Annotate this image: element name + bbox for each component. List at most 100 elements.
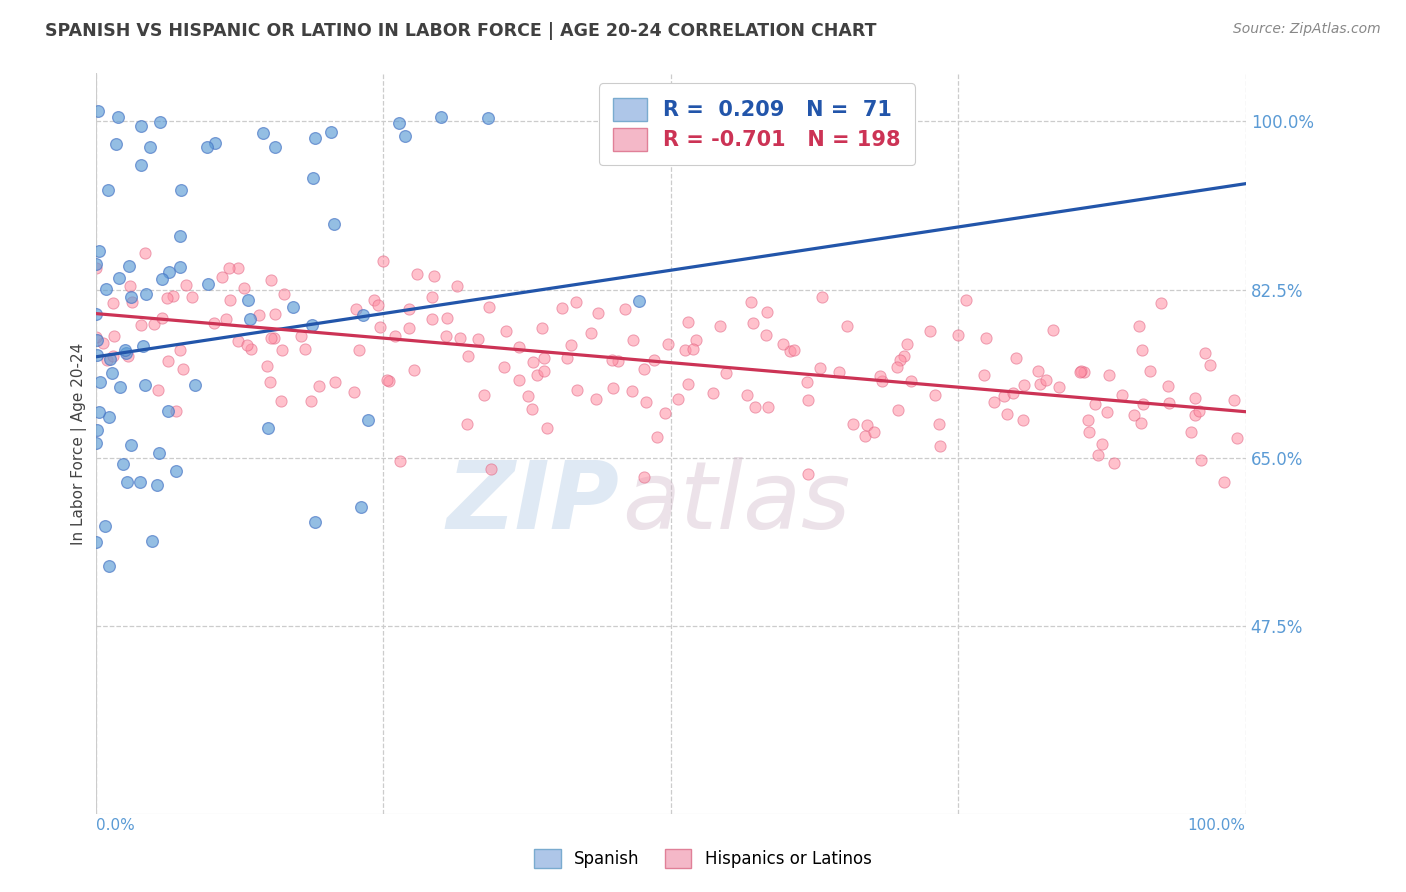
Point	[1139, 364, 1161, 378]
Point	[862, 425, 884, 439]
Text: Source: ZipAtlas.com: Source: ZipAtlas.com	[1233, 22, 1381, 37]
Point	[233, 281, 256, 295]
Point	[302, 170, 325, 185]
Point	[270, 343, 292, 357]
Point	[602, 381, 624, 395]
Point	[215, 311, 238, 326]
Point	[134, 377, 156, 392]
Point	[585, 392, 607, 406]
Point	[1184, 408, 1206, 422]
Point	[377, 373, 399, 387]
Point	[1223, 393, 1246, 408]
Point	[301, 318, 323, 333]
Text: 0.0%: 0.0%	[96, 818, 135, 832]
Point	[84, 330, 107, 344]
Point	[478, 300, 501, 314]
Point	[1042, 323, 1064, 337]
Point	[709, 319, 731, 334]
Point	[150, 310, 173, 325]
Point	[531, 321, 554, 335]
Point	[1005, 351, 1028, 366]
Point	[1188, 404, 1211, 418]
Point	[169, 260, 191, 274]
Point	[259, 273, 281, 287]
Point	[666, 392, 689, 406]
Point	[165, 464, 187, 478]
Point	[170, 183, 193, 197]
Point	[756, 400, 779, 414]
Point	[84, 535, 107, 549]
Point	[98, 558, 121, 573]
Point	[1184, 391, 1206, 405]
Point	[344, 302, 367, 317]
Point	[259, 375, 281, 389]
Point	[1012, 413, 1035, 427]
Point	[103, 296, 125, 310]
Point	[1014, 378, 1036, 392]
Point	[449, 331, 471, 345]
Point	[299, 393, 322, 408]
Point	[755, 327, 778, 342]
Point	[740, 294, 762, 309]
Point	[1028, 376, 1050, 391]
Point	[430, 110, 453, 124]
Point	[294, 343, 316, 357]
Point	[388, 116, 411, 130]
Point	[900, 374, 922, 388]
Point	[84, 436, 107, 450]
Point	[162, 289, 184, 303]
Point	[1078, 425, 1101, 439]
Point	[389, 454, 412, 468]
Point	[352, 308, 374, 322]
Point	[508, 373, 530, 387]
Point	[319, 125, 342, 139]
Point	[148, 446, 170, 460]
Point	[249, 308, 271, 322]
Point	[263, 331, 285, 345]
Point	[536, 420, 558, 434]
Legend: R =  0.209   N =  71, R = -0.701   N = 198: R = 0.209 N = 71, R = -0.701 N = 198	[599, 83, 915, 165]
Point	[115, 475, 138, 490]
Point	[446, 279, 468, 293]
Point	[120, 290, 142, 304]
Point	[86, 347, 108, 361]
Point	[467, 332, 489, 346]
Point	[97, 183, 120, 197]
Point	[526, 368, 548, 383]
Text: 100.0%: 100.0%	[1188, 818, 1246, 832]
Point	[896, 337, 918, 351]
Point	[264, 140, 287, 154]
Point	[855, 418, 877, 433]
Point	[204, 316, 226, 330]
Point	[169, 343, 191, 357]
Point	[304, 130, 326, 145]
Point	[1026, 364, 1049, 378]
Point	[946, 327, 969, 342]
Point	[405, 267, 427, 281]
Legend: Spanish, Hispanics or Latinos: Spanish, Hispanics or Latinos	[527, 843, 879, 875]
Point	[195, 140, 218, 154]
Point	[211, 269, 233, 284]
Point	[368, 320, 391, 334]
Point	[121, 295, 143, 310]
Point	[1226, 431, 1249, 445]
Point	[893, 349, 915, 363]
Point	[156, 292, 179, 306]
Point	[613, 302, 636, 317]
Point	[928, 417, 950, 431]
Point	[494, 360, 516, 375]
Point	[1180, 425, 1202, 439]
Point	[586, 306, 609, 320]
Point	[924, 388, 946, 402]
Point	[228, 261, 250, 276]
Point	[955, 293, 977, 308]
Point	[263, 307, 285, 321]
Point	[323, 375, 346, 389]
Point	[621, 384, 644, 398]
Point	[796, 375, 818, 389]
Point	[165, 404, 187, 418]
Point	[240, 343, 263, 357]
Point	[516, 389, 538, 403]
Point	[256, 359, 278, 374]
Point	[735, 388, 758, 402]
